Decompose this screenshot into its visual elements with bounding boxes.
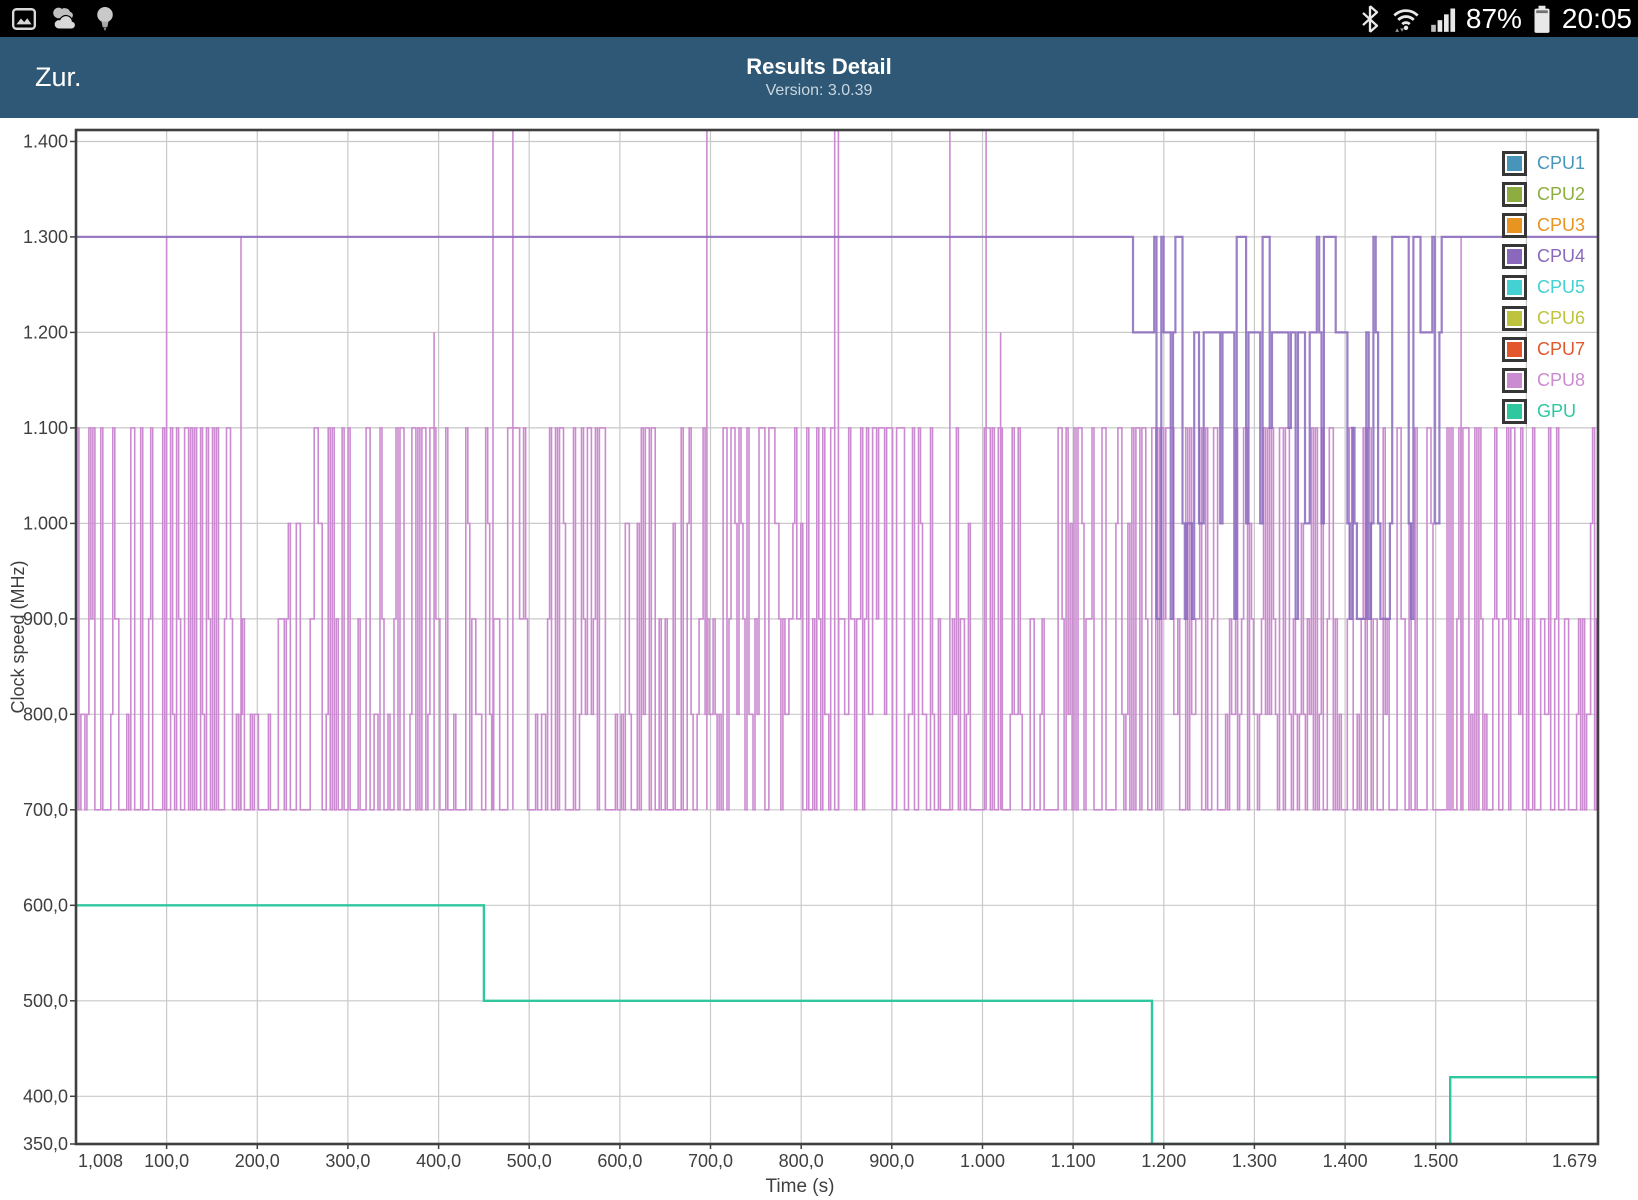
y-tick-label: 700,0 — [23, 800, 68, 820]
legend-item-cpu1: CPU1 — [1502, 151, 1585, 176]
gpu-swatch-icon — [1502, 399, 1527, 424]
x-tick-label: 1,008 — [78, 1151, 123, 1171]
y-axis-title: Clock speed (MHz) — [8, 560, 28, 713]
y-tick-label: 400,0 — [23, 1086, 68, 1106]
x-tick-label: 1.200 — [1141, 1151, 1186, 1171]
x-tick-label: 100,0 — [144, 1151, 189, 1171]
cpu5-swatch-icon — [1502, 275, 1527, 300]
battery-percent-text: 87% — [1465, 3, 1522, 34]
x-axis-title: Time (s) — [766, 1176, 835, 1197]
y-tick-label: 1.300 — [23, 227, 68, 247]
legend-item-cpu7: CPU7 — [1502, 337, 1585, 362]
x-tick-label: 200,0 — [235, 1151, 280, 1171]
legend-item-gpu: GPU — [1502, 399, 1585, 424]
cpu6-swatch-icon — [1502, 306, 1527, 331]
cpu8-swatch-icon — [1502, 368, 1527, 393]
legend-label: CPU2 — [1537, 184, 1586, 204]
status-bar-system-icons: 87% 20:05 — [1358, 0, 1638, 37]
chart-legend: CPU1 CPU2 CPU3 CPU4 CPU5 CPU6 CPU7 CPU8 … — [1502, 151, 1585, 430]
x-tick-label: 1.500 — [1413, 1151, 1458, 1171]
legend-label: CPU6 — [1537, 308, 1586, 328]
battery-icon — [1534, 5, 1550, 33]
gallery-icon — [11, 7, 37, 30]
y-tick-label: 1.100 — [23, 418, 68, 438]
legend-label: GPU — [1537, 401, 1577, 421]
y-tick-label: 600,0 — [23, 895, 68, 915]
plot-border — [74, 128, 1600, 1146]
series-plots — [76, 130, 1598, 1144]
cpu1-swatch-icon — [1502, 151, 1527, 176]
y-axis: 350,0 400,0 500,0 600,0 700,0 800,0 900,0 1.000… — [8, 132, 76, 1154]
legend-label: CPU1 — [1537, 153, 1586, 173]
cpu3-swatch-icon — [1502, 213, 1527, 238]
x-axis: 1,008 100,0 200,0 300,0 400,0 500,0 600,0 700,0… — [78, 1144, 1597, 1197]
x-tick-label: 1.400 — [1323, 1151, 1368, 1171]
y-tick-label: 350,0 — [23, 1134, 68, 1154]
x-tick-label: 700,0 — [688, 1151, 733, 1171]
gridlines — [76, 130, 1598, 1144]
x-tick-label: 600,0 — [597, 1151, 642, 1171]
legend-label: CPU3 — [1537, 215, 1586, 235]
legend-item-cpu5: CPU5 — [1502, 275, 1585, 300]
legend-item-cpu6: CPU6 — [1502, 306, 1585, 331]
legend-label: CPU7 — [1537, 339, 1586, 359]
x-tick-label: 400,0 — [416, 1151, 461, 1171]
android-status-bar[interactable]: 87% 20:05 — [0, 0, 1638, 37]
x-tick-label: 1.000 — [960, 1151, 1005, 1171]
y-tick-label: 500,0 — [23, 991, 68, 1011]
series-cpu8 — [76, 130, 1598, 811]
lightbulb-icon — [97, 6, 113, 31]
x-tick-label: 500,0 — [507, 1151, 552, 1171]
legend-item-cpu4: CPU4 — [1502, 244, 1585, 269]
back-button[interactable]: Zur. — [35, 62, 82, 92]
series-cpu4 — [76, 235, 1598, 620]
cpu4-swatch-icon — [1502, 244, 1527, 269]
cellular-signal-icon — [1431, 8, 1455, 32]
x-tick-label: 1.300 — [1232, 1151, 1277, 1171]
app-header: Zur. Results Detail Version: 3.0.39 — [0, 37, 1638, 118]
x-tick-label: 300,0 — [325, 1151, 370, 1171]
x-tick-label: 1.100 — [1051, 1151, 1096, 1171]
x-tick-label: 800,0 — [779, 1151, 824, 1171]
legend-label: CPU8 — [1537, 370, 1586, 390]
y-tick-label: 800,0 — [23, 704, 68, 724]
y-tick-label: 900,0 — [23, 609, 68, 629]
cpu2-swatch-icon — [1502, 182, 1527, 207]
header-title-block: Results Detail Version: 3.0.39 — [0, 37, 1638, 118]
series-gpu — [76, 904, 1598, 1144]
status-bar-notification-icons — [0, 5, 116, 33]
bluetooth-icon — [1362, 4, 1379, 33]
page-title: Results Detail — [746, 53, 892, 79]
clock-text: 20:05 — [1561, 3, 1632, 34]
y-tick-label: 1.400 — [23, 132, 68, 152]
legend-item-cpu8: CPU8 — [1502, 368, 1585, 393]
legend-item-cpu2: CPU2 — [1502, 182, 1585, 207]
legend-label: CPU5 — [1537, 277, 1586, 297]
x-tick-label: 1.679 — [1552, 1151, 1597, 1171]
legend-label: CPU4 — [1537, 246, 1586, 266]
legend-item-cpu3: CPU3 — [1502, 213, 1585, 238]
cpu7-swatch-icon — [1502, 337, 1527, 362]
x-tick-label: 900,0 — [869, 1151, 914, 1171]
y-tick-label: 1.200 — [23, 322, 68, 342]
y-tick-label: 1.000 — [23, 513, 68, 533]
cloud-icon — [53, 7, 77, 30]
app-version-text: Version: 3.0.39 — [765, 81, 873, 99]
wifi-icon — [1393, 8, 1419, 32]
